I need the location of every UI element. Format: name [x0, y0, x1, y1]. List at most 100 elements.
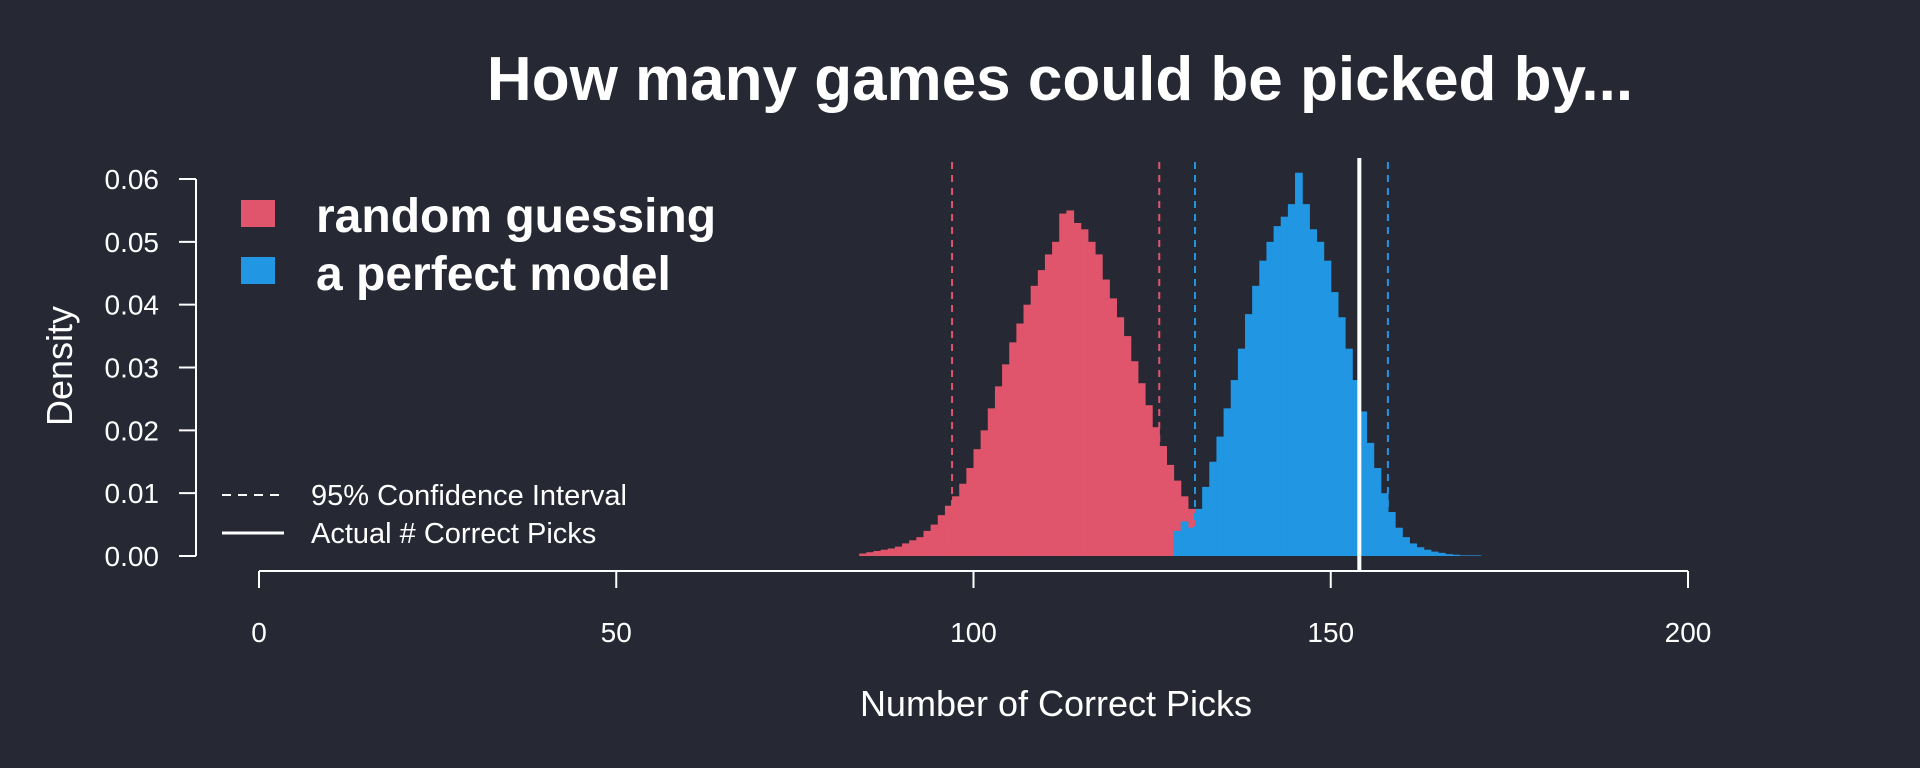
bar-a-perfect-model — [1423, 549, 1432, 556]
bar-random-guessing — [1059, 213, 1067, 556]
bar-random-guessing — [973, 449, 982, 556]
bar-a-perfect-model — [1287, 204, 1296, 556]
bar-a-perfect-model — [1452, 554, 1460, 556]
bar-random-guessing — [1130, 361, 1139, 556]
bar-a-perfect-model — [1473, 555, 1482, 556]
bar-a-perfect-model — [1402, 537, 1410, 556]
x-axis: 0 50 100 150 200 — [251, 570, 1712, 648]
bar-a-perfect-model — [1216, 436, 1225, 556]
bar-random-guessing — [1137, 383, 1146, 556]
bar-a-perfect-model — [1187, 527, 1196, 556]
bar-random-guessing — [902, 543, 910, 556]
bar-random-guessing — [1073, 222, 1082, 557]
bar-a-perfect-model — [1295, 172, 1303, 556]
x-tick-label: 200 — [1665, 617, 1712, 648]
y-axis: 0.00 0.01 0.02 0.03 0.04 0.05 0.06 — [105, 164, 197, 572]
y-tick-label: 0.06 — [105, 164, 160, 195]
bar-a-perfect-model — [1316, 241, 1325, 556]
bar-random-guessing — [1044, 254, 1053, 556]
bar-a-perfect-model — [1466, 555, 1475, 556]
bar-a-perfect-model — [1302, 204, 1310, 556]
bar-random-guessing — [1159, 446, 1168, 556]
x-tick-label: 0 — [251, 617, 267, 648]
bar-a-perfect-model — [1237, 348, 1246, 556]
bar-random-guessing — [994, 386, 1003, 556]
y-tick-label: 0.04 — [105, 290, 160, 321]
bar-random-guessing — [1037, 270, 1046, 556]
bar-random-guessing — [1087, 241, 1096, 556]
bar-a-perfect-model — [1409, 543, 1418, 556]
bar-random-guessing — [937, 515, 946, 556]
bar-a-perfect-model — [1180, 521, 1189, 556]
bar-random-guessing — [1094, 254, 1103, 556]
bar-a-perfect-model — [1330, 292, 1339, 556]
bar-a-perfect-model — [1202, 486, 1210, 556]
bar-random-guessing — [1144, 405, 1153, 556]
bar-a-perfect-model — [1445, 554, 1453, 556]
legend: random guessing a perfect model 95% Conf… — [222, 190, 716, 550]
bar-a-perfect-model — [1373, 468, 1382, 556]
legend-swatch-perfect-model — [241, 257, 275, 284]
y-tick-label: 0.03 — [105, 353, 160, 384]
x-tick-label: 50 — [601, 617, 632, 648]
legend-label-confidence-interval: 95% Confidence Interval — [311, 480, 627, 512]
bar-a-perfect-model — [1309, 229, 1318, 556]
legend-label-random-guessing: random guessing — [316, 190, 716, 243]
bar-random-guessing — [866, 552, 875, 556]
random-guessing-bars — [859, 210, 1275, 557]
x-tick-label: 100 — [950, 617, 997, 648]
legend-label-actual-picks: Actual # Correct Picks — [311, 518, 596, 550]
bar-a-perfect-model — [1430, 551, 1439, 556]
bar-random-guessing — [1102, 279, 1110, 556]
bar-a-perfect-model — [1194, 508, 1203, 557]
bar-random-guessing — [1016, 323, 1025, 556]
bar-random-guessing — [859, 553, 867, 556]
legend-label-perfect-model: a perfect model — [316, 248, 671, 301]
bar-random-guessing — [1066, 210, 1075, 557]
bar-random-guessing — [1080, 229, 1089, 556]
x-axis-label: Number of Correct Picks — [860, 683, 1252, 724]
y-tick-label: 0.00 — [105, 541, 160, 572]
bar-a-perfect-model — [1380, 493, 1389, 556]
bar-random-guessing — [966, 468, 975, 556]
bar-random-guessing — [1166, 464, 1175, 556]
bar-a-perfect-model — [1395, 527, 1403, 556]
bar-a-perfect-model — [1437, 552, 1446, 556]
bar-random-guessing — [944, 505, 953, 556]
bar-a-perfect-model — [1266, 241, 1275, 556]
legend-swatch-random-guessing — [241, 200, 275, 227]
bar-random-guessing — [1002, 364, 1010, 556]
bar-random-guessing — [1152, 427, 1160, 556]
bar-a-perfect-model — [1259, 260, 1268, 556]
bar-a-perfect-model — [1280, 216, 1289, 556]
bar-a-perfect-model — [1352, 380, 1360, 556]
bar-a-perfect-model — [1459, 555, 1468, 556]
bar-random-guessing — [916, 537, 925, 556]
bar-random-guessing — [923, 530, 932, 556]
bar-random-guessing — [880, 549, 889, 556]
bar-a-perfect-model — [1345, 348, 1353, 556]
bar-a-perfect-model — [1366, 442, 1375, 556]
bar-a-perfect-model — [1387, 512, 1396, 556]
bar-random-guessing — [909, 540, 917, 556]
bar-random-guessing — [959, 483, 967, 556]
chart-title: How many games could be picked by... — [487, 45, 1633, 114]
bar-random-guessing — [1116, 317, 1125, 556]
bar-random-guessing — [1052, 241, 1060, 556]
bar-a-perfect-model — [1323, 260, 1332, 556]
bar-a-perfect-model — [1223, 408, 1232, 556]
bar-a-perfect-model — [1337, 317, 1346, 556]
bar-random-guessing — [1173, 480, 1182, 556]
bar-random-guessing — [1023, 304, 1032, 556]
bar-random-guessing — [930, 524, 939, 556]
bar-a-perfect-model — [1252, 285, 1260, 556]
bar-random-guessing — [1123, 336, 1132, 556]
bar-random-guessing — [887, 548, 896, 556]
y-tick-label: 0.05 — [105, 227, 160, 258]
bar-random-guessing — [980, 430, 989, 556]
bar-random-guessing — [1009, 342, 1017, 556]
bar-a-perfect-model — [1209, 461, 1218, 556]
bar-a-perfect-model — [1230, 380, 1239, 556]
perfect-model-bars — [1173, 172, 1482, 557]
